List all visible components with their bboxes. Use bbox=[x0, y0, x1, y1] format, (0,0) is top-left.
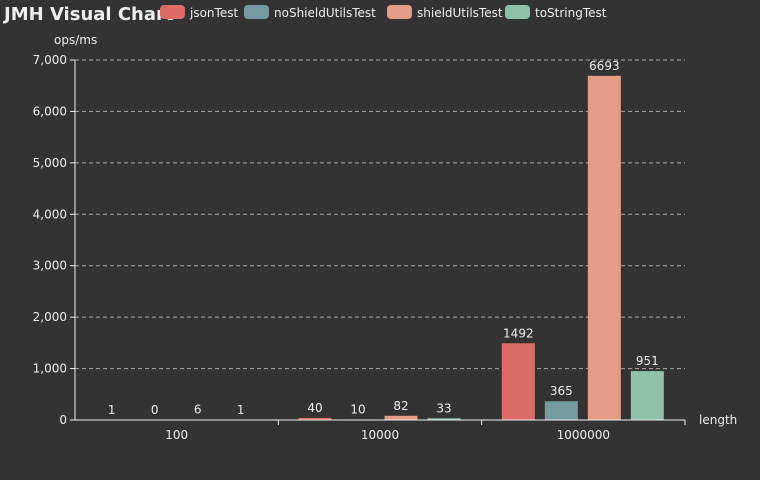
data-label: 82 bbox=[393, 399, 408, 413]
legend-swatch-jsonTest bbox=[160, 5, 185, 19]
y-tick-label: 5,000 bbox=[33, 156, 67, 170]
y-tick-label: 7,000 bbox=[33, 53, 67, 67]
legend-swatch-toStringTest bbox=[505, 5, 530, 19]
legend-label-shieldUtilsTest: shieldUtilsTest bbox=[417, 6, 503, 20]
y-tick-label: 3,000 bbox=[33, 259, 67, 273]
y-tick-label: 2,000 bbox=[33, 310, 67, 324]
legend: jsonTest noShieldUtilsTest shieldUtilsTest… bbox=[160, 5, 607, 20]
x-tick-label: 100 bbox=[165, 428, 188, 442]
legend-swatch-noShieldUtilsTest bbox=[244, 5, 269, 19]
bar-toStringTest-10000 bbox=[427, 418, 461, 420]
data-label: 365 bbox=[550, 384, 573, 398]
y-tick-label: 6,000 bbox=[33, 104, 67, 118]
data-label: 0 bbox=[151, 403, 159, 417]
y-tick-label: 0 bbox=[59, 413, 67, 427]
legend-label-jsonTest: jsonTest bbox=[189, 6, 238, 20]
legend-label-noShieldUtilsTest: noShieldUtilsTest bbox=[274, 6, 376, 20]
legend-label-toStringTest: toStringTest bbox=[535, 6, 607, 20]
data-label: 10 bbox=[350, 402, 365, 416]
chart-title: JMH Visual Chart bbox=[2, 4, 174, 25]
data-label: 1 bbox=[108, 403, 116, 417]
data-label: 951 bbox=[636, 354, 659, 368]
data-label: 1492 bbox=[503, 326, 534, 340]
data-label: 1 bbox=[237, 403, 245, 417]
bar-noShieldUtilsTest-1000000 bbox=[544, 401, 578, 420]
x-tick-label: 10000 bbox=[361, 428, 399, 442]
x-axis-label: length bbox=[699, 413, 737, 427]
x-tick-label: 1000000 bbox=[557, 428, 610, 442]
legend-swatch-shieldUtilsTest bbox=[387, 5, 412, 19]
bar-jsonTest-1000000 bbox=[501, 343, 535, 420]
y-axis-label: ops/ms bbox=[54, 33, 97, 47]
y-tick-label: 4,000 bbox=[33, 207, 67, 221]
data-label: 40 bbox=[307, 401, 322, 415]
y-tick-label: 1,000 bbox=[33, 362, 67, 376]
data-label: 6693 bbox=[589, 59, 620, 73]
bar-jsonTest-10000 bbox=[298, 417, 332, 420]
data-label: 6 bbox=[194, 403, 202, 417]
bar-toStringTest-1000000 bbox=[630, 371, 664, 420]
data-label: 33 bbox=[436, 401, 451, 415]
bar-shieldUtilsTest-1000000 bbox=[587, 75, 621, 420]
bar-shieldUtilsTest-10000 bbox=[384, 415, 418, 420]
